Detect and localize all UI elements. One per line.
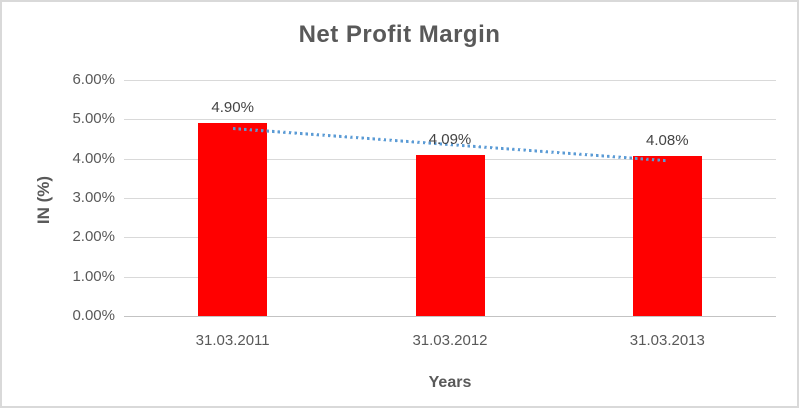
y-tick-label: 2.00%: [72, 228, 115, 246]
plot-area: 4.90% 4.09% 4.08%: [124, 80, 776, 317]
x-tick-label: 31.03.2012: [412, 332, 488, 349]
bar: [632, 155, 702, 316]
x-axis-title: Years: [428, 374, 472, 391]
bar-data-label: 4.09%: [428, 131, 472, 149]
gridline: [124, 80, 776, 81]
y-tick-label: 5.00%: [72, 110, 115, 128]
bar-data-label: 4.90%: [211, 99, 254, 117]
chart-title: Net Profit Margin: [298, 21, 501, 48]
bar: [198, 123, 268, 316]
y-tick-label: 6.00%: [72, 71, 115, 88]
y-tick-label: 3.00%: [72, 189, 115, 206]
bar: [415, 155, 485, 316]
gridline: [124, 119, 776, 121]
y-tick-label: 0.00%: [72, 307, 115, 324]
bar-data-label: 4.08%: [646, 131, 689, 149]
y-tick-label: 4.00%: [72, 149, 115, 167]
gridline: [124, 316, 776, 317]
x-tick-label: 31.03.2013: [629, 332, 705, 349]
y-tick-label: 1.00%: [72, 267, 115, 285]
x-tick-label: 31.03.2011: [195, 332, 270, 349]
